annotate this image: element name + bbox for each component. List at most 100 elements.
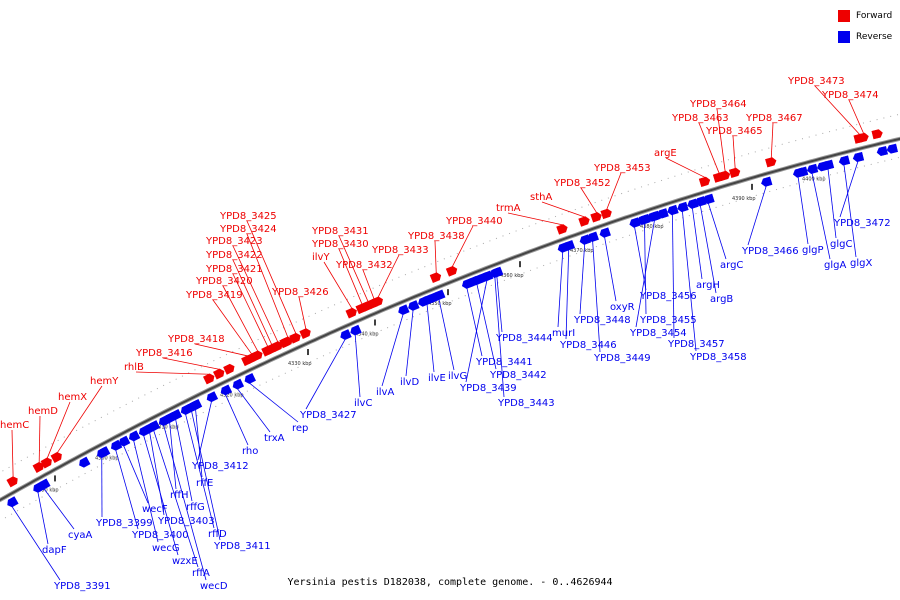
forward-gene[interactable]	[698, 176, 711, 188]
reverse-gene-label[interactable]: argH	[696, 280, 720, 291]
forward-gene[interactable]	[40, 456, 54, 469]
reverse-gene-label[interactable]: YPD8_3457	[667, 339, 725, 350]
forward-gene-label[interactable]: YPD8_3431	[311, 226, 369, 237]
reverse-gene-label[interactable]: trxA	[264, 433, 285, 444]
reverse-gene[interactable]	[647, 211, 659, 223]
reverse-gene-label[interactable]: rffA	[192, 568, 210, 579]
reverse-gene-label[interactable]: cyaA	[68, 530, 93, 541]
forward-gene[interactable]	[857, 132, 870, 143]
forward-gene[interactable]	[279, 336, 292, 349]
reverse-gene-label[interactable]: YPD8_3443	[497, 398, 555, 409]
reverse-gene[interactable]	[127, 430, 141, 443]
reverse-gene-label[interactable]: YPD8_3458	[689, 352, 747, 363]
reverse-gene-label[interactable]: rffE	[196, 478, 213, 489]
forward-gene-label[interactable]: YPD8_3440	[445, 216, 503, 227]
reverse-gene[interactable]	[78, 456, 91, 469]
forward-gene-label[interactable]: YPD8_3453	[593, 163, 651, 174]
reverse-gene[interactable]	[760, 176, 773, 187]
reverse-gene-label[interactable]: rffG	[186, 502, 205, 513]
reverse-gene[interactable]	[636, 214, 649, 226]
reverse-gene-label[interactable]: murI	[552, 328, 575, 339]
forward-gene[interactable]	[371, 296, 384, 308]
reverse-gene-label[interactable]: YPD8_3454	[629, 328, 687, 339]
reverse-gene[interactable]	[587, 231, 599, 243]
forward-gene[interactable]	[445, 265, 458, 277]
reverse-gene-label[interactable]: YPD8_3446	[559, 340, 617, 351]
reverse-gene-label[interactable]: rep	[292, 423, 308, 434]
forward-gene-label[interactable]: hemD	[28, 406, 58, 417]
reverse-gene-label[interactable]: YPD8_3442	[489, 370, 547, 381]
reverse-gene-label[interactable]: YPD8_3403	[157, 516, 215, 527]
reverse-gene-label[interactable]: YPD8_3466	[741, 246, 799, 257]
reverse-gene-label[interactable]: glgX	[850, 258, 872, 269]
reverse-gene-label[interactable]: dapF	[42, 545, 67, 556]
forward-gene[interactable]	[718, 170, 731, 181]
forward-gene-label[interactable]: YPD8_3438	[407, 231, 465, 242]
reverse-gene[interactable]	[205, 391, 219, 404]
forward-gene[interactable]	[728, 167, 741, 178]
forward-gene-label[interactable]: YPD8_3422	[205, 250, 263, 261]
forward-gene-label[interactable]: YPD8_3423	[205, 236, 263, 247]
reverse-gene[interactable]	[796, 166, 809, 177]
forward-gene[interactable]	[6, 475, 20, 488]
reverse-gene[interactable]	[97, 446, 111, 458]
forward-gene-label[interactable]: YPD8_3424	[219, 224, 277, 235]
reverse-gene-label[interactable]: YPD8_3448	[573, 315, 631, 326]
forward-gene-label[interactable]: YPD8_3467	[745, 113, 803, 124]
reverse-gene[interactable]	[886, 143, 898, 154]
forward-gene-label[interactable]: YPD8_3452	[553, 178, 611, 189]
forward-gene-label[interactable]: YPD8_3420	[195, 276, 253, 287]
reverse-gene-label[interactable]: ilvA	[376, 387, 394, 398]
reverse-gene[interactable]	[628, 217, 641, 229]
forward-gene-label[interactable]: YPD8_3425	[219, 211, 277, 222]
reverse-gene-label[interactable]: YPD8_3427	[299, 410, 357, 421]
reverse-gene[interactable]	[243, 373, 256, 385]
reverse-gene-label[interactable]: glgP	[802, 245, 824, 256]
reverse-gene-label[interactable]: argB	[710, 294, 733, 305]
reverse-gene-label[interactable]: YPD8_3399	[95, 518, 153, 529]
reverse-gene-label[interactable]: wecF	[142, 504, 168, 515]
reverse-gene-label[interactable]: wecD	[200, 581, 228, 592]
reverse-gene[interactable]	[6, 496, 19, 509]
reverse-gene-label[interactable]: rffD	[208, 529, 227, 540]
reverse-gene-label[interactable]: YPD8_3439	[459, 383, 517, 394]
reverse-gene-label[interactable]: rho	[242, 446, 258, 457]
reverse-gene-label[interactable]: argC	[720, 260, 743, 271]
forward-gene-label[interactable]: YPD8_3433	[371, 245, 429, 256]
reverse-gene[interactable]	[838, 155, 851, 166]
reverse-gene[interactable]	[477, 272, 490, 283]
reverse-gene[interactable]	[852, 151, 865, 163]
reverse-gene[interactable]	[397, 304, 410, 316]
reverse-gene-label[interactable]: YPD8_3400	[131, 530, 189, 541]
reverse-gene-label[interactable]: YPD8_3391	[53, 581, 111, 592]
forward-gene[interactable]	[345, 307, 358, 319]
reverse-gene[interactable]	[599, 227, 611, 239]
reverse-gene[interactable]	[169, 409, 183, 421]
reverse-gene-label[interactable]: YPD8_3444	[495, 333, 553, 344]
forward-gene[interactable]	[590, 211, 603, 223]
reverse-gene[interactable]	[686, 198, 699, 210]
forward-gene[interactable]	[578, 216, 591, 227]
reverse-gene[interactable]	[417, 296, 430, 307]
forward-gene[interactable]	[32, 461, 46, 473]
forward-gene-label[interactable]: YPD8_3473	[787, 76, 845, 87]
reverse-gene[interactable]	[806, 163, 819, 174]
forward-gene-label[interactable]: YPD8_3463	[671, 113, 729, 124]
reverse-gene-label[interactable]: wzxE	[172, 556, 198, 567]
reverse-gene-label[interactable]: YPD8_3449	[593, 353, 651, 364]
forward-gene-label[interactable]: YPD8_3416	[135, 348, 193, 359]
reverse-gene[interactable]	[876, 146, 889, 157]
forward-gene-label[interactable]: rhlB	[124, 362, 144, 373]
reverse-gene[interactable]	[219, 384, 233, 397]
reverse-gene-label[interactable]: ilvG	[448, 371, 467, 382]
forward-gene[interactable]	[223, 363, 235, 375]
reverse-gene-label[interactable]: glgC	[830, 239, 852, 250]
reverse-gene[interactable]	[816, 161, 829, 172]
forward-gene-label[interactable]: YPD8_3418	[167, 334, 225, 345]
reverse-gene-label[interactable]: YPD8_3441	[475, 357, 533, 368]
forward-gene[interactable]	[251, 349, 263, 362]
forward-gene-label[interactable]: hemX	[58, 392, 87, 403]
forward-gene-label[interactable]: YPD8_3474	[821, 90, 879, 101]
reverse-gene[interactable]	[702, 193, 715, 205]
reverse-gene[interactable]	[231, 378, 245, 391]
